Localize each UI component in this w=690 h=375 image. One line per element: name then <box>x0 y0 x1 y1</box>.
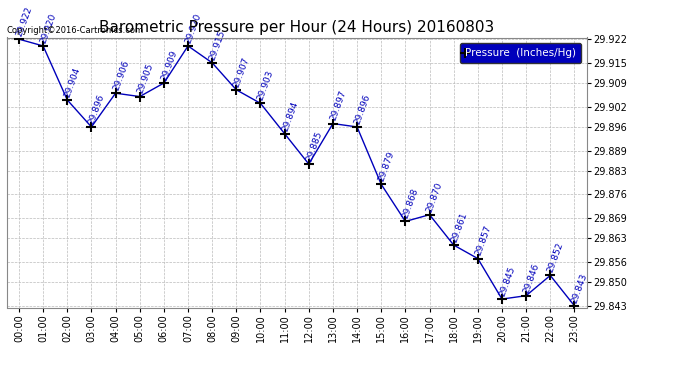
Text: 29.906: 29.906 <box>111 59 130 92</box>
Text: 29.861: 29.861 <box>449 211 469 244</box>
Text: 29.920: 29.920 <box>184 12 203 45</box>
Text: 29.852: 29.852 <box>546 242 565 274</box>
Text: 29.922: 29.922 <box>14 5 34 38</box>
Text: 29.843: 29.843 <box>570 272 589 304</box>
Text: 29.857: 29.857 <box>473 225 493 257</box>
Text: 29.879: 29.879 <box>377 150 396 183</box>
Text: 29.907: 29.907 <box>232 56 251 88</box>
Text: 29.885: 29.885 <box>304 130 324 163</box>
Text: 29.868: 29.868 <box>401 188 420 220</box>
Text: 29.905: 29.905 <box>135 63 155 95</box>
Text: 29.897: 29.897 <box>328 90 348 122</box>
Title: Barometric Pressure per Hour (24 Hours) 20160803: Barometric Pressure per Hour (24 Hours) … <box>99 20 494 35</box>
Text: 29.896: 29.896 <box>87 93 106 126</box>
Text: 29.909: 29.909 <box>159 49 179 82</box>
Text: 29.904: 29.904 <box>63 66 82 99</box>
Text: 29.896: 29.896 <box>353 93 372 126</box>
Text: 29.845: 29.845 <box>497 265 517 298</box>
Text: 29.870: 29.870 <box>425 181 444 213</box>
Text: 29.846: 29.846 <box>522 262 541 294</box>
Text: 29.894: 29.894 <box>280 100 299 132</box>
Legend: Pressure  (Inches/Hg): Pressure (Inches/Hg) <box>460 43 581 63</box>
Text: 29.903: 29.903 <box>256 69 275 102</box>
Text: 29.920: 29.920 <box>39 12 58 45</box>
Text: Copyright©2016-Cartronics.com: Copyright©2016-Cartronics.com <box>7 26 144 35</box>
Text: 29.915: 29.915 <box>208 29 227 62</box>
